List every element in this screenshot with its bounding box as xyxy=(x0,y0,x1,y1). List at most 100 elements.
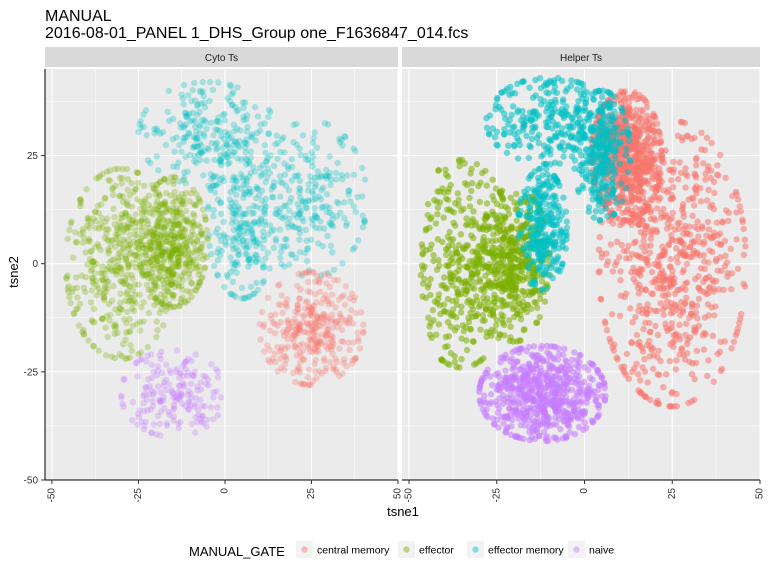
point-effector xyxy=(155,243,163,250)
point-effector xyxy=(151,230,158,237)
point-effector-memory xyxy=(267,108,274,116)
point-effector xyxy=(441,274,448,281)
point-central-memory xyxy=(725,209,732,216)
point-effector xyxy=(83,222,91,229)
point-effector xyxy=(63,275,70,282)
point-effector xyxy=(178,272,185,280)
point-effector xyxy=(440,189,448,196)
point-central-memory xyxy=(281,366,288,373)
point-effector xyxy=(77,200,84,207)
point-effector-memory xyxy=(233,125,241,132)
point-effector xyxy=(125,242,132,249)
point-naive xyxy=(140,392,147,400)
point-central-memory xyxy=(304,307,312,314)
point-effector-memory xyxy=(483,124,491,131)
point-effector xyxy=(201,265,208,272)
point-effector-memory xyxy=(541,192,549,199)
point-effector xyxy=(167,231,174,239)
point-effector xyxy=(106,259,113,266)
point-central-memory xyxy=(346,346,353,354)
point-central-memory xyxy=(312,356,319,364)
point-effector xyxy=(468,222,475,229)
point-effector xyxy=(64,285,71,292)
point-central-memory xyxy=(684,133,691,140)
point-central-memory xyxy=(323,280,330,287)
point-effector xyxy=(100,290,107,297)
point-effector-memory xyxy=(313,214,320,221)
point-effector-memory xyxy=(350,171,358,178)
point-effector-memory xyxy=(262,218,269,225)
point-effector xyxy=(512,278,520,285)
point-effector xyxy=(163,189,170,197)
point-effector xyxy=(114,230,121,237)
point-effector-memory xyxy=(196,108,203,116)
point-effector xyxy=(122,209,129,217)
point-effector-memory xyxy=(193,111,201,119)
point-effector xyxy=(113,226,121,234)
point-effector-memory xyxy=(305,245,312,252)
point-central-memory xyxy=(711,312,718,319)
point-effector xyxy=(167,253,174,260)
point-effector-memory xyxy=(140,123,147,131)
point-effector xyxy=(181,225,189,233)
point-central-memory xyxy=(742,243,749,250)
point-effector-memory xyxy=(143,132,150,139)
point-central-memory xyxy=(672,366,679,373)
point-effector xyxy=(153,251,160,258)
point-effector xyxy=(82,288,89,296)
point-effector xyxy=(490,312,497,319)
point-central-memory xyxy=(316,275,324,283)
point-effector xyxy=(478,286,485,293)
point-central-memory xyxy=(635,197,642,204)
point-effector xyxy=(105,176,112,184)
point-central-memory xyxy=(311,302,318,309)
point-central-memory xyxy=(640,237,647,245)
point-effector xyxy=(143,232,150,239)
point-effector xyxy=(526,291,533,299)
point-effector xyxy=(104,285,111,292)
point-central-memory xyxy=(680,213,687,220)
point-effector xyxy=(153,333,160,341)
point-effector xyxy=(508,223,515,230)
point-central-memory xyxy=(656,128,663,135)
point-effector xyxy=(166,281,174,288)
point-effector xyxy=(183,218,191,225)
point-central-memory xyxy=(708,304,715,311)
point-effector xyxy=(133,219,140,226)
point-effector xyxy=(177,243,185,251)
point-effector xyxy=(418,241,426,248)
point-central-memory xyxy=(634,135,642,142)
point-effector xyxy=(455,257,463,264)
point-effector-memory xyxy=(264,249,271,256)
point-effector xyxy=(91,208,99,215)
point-effector xyxy=(187,190,195,197)
point-central-memory xyxy=(647,328,654,335)
point-effector xyxy=(183,239,190,247)
point-effector xyxy=(148,269,155,276)
point-effector xyxy=(155,244,163,252)
point-effector xyxy=(173,208,181,215)
point-effector xyxy=(180,176,187,184)
point-effector-memory xyxy=(194,135,201,142)
point-effector xyxy=(123,211,130,219)
point-effector-memory xyxy=(576,128,584,135)
point-effector-memory xyxy=(210,174,217,181)
point-effector xyxy=(101,283,109,291)
point-effector-memory xyxy=(230,89,237,96)
point-effector xyxy=(135,244,142,252)
point-effector xyxy=(470,208,477,215)
point-central-memory xyxy=(345,339,352,346)
point-effector xyxy=(462,287,469,294)
point-effector xyxy=(117,264,124,272)
point-effector-memory xyxy=(550,77,558,84)
point-effector xyxy=(195,279,203,287)
point-effector-memory xyxy=(526,142,533,149)
point-effector xyxy=(153,233,160,240)
point-effector xyxy=(132,231,139,239)
point-central-memory xyxy=(688,300,696,307)
point-effector xyxy=(176,250,183,257)
point-central-memory xyxy=(306,348,314,355)
point-effector xyxy=(123,258,130,265)
point-effector xyxy=(186,198,193,205)
point-effector-memory xyxy=(571,134,579,142)
